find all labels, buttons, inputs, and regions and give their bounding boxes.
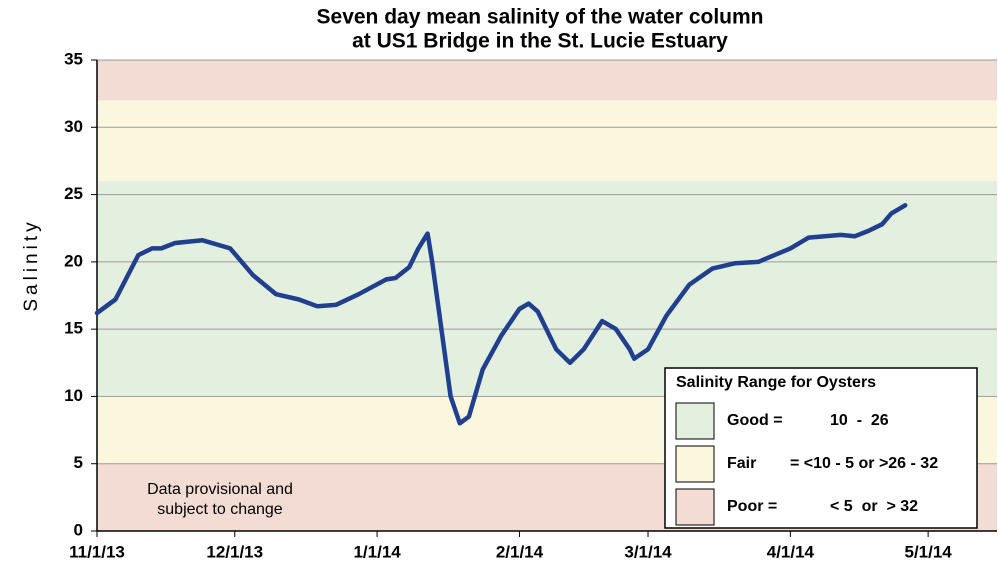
legend-box	[664, 367, 978, 529]
legend-swatch	[675, 445, 715, 483]
x-tick-label: 11/1/13	[69, 542, 125, 561]
legend-swatch	[675, 488, 715, 526]
y-tick-label: 0	[74, 520, 83, 539]
legend-range: < 5 or > 32	[830, 498, 918, 515]
y-tick-label: 20	[64, 251, 83, 270]
y-axis-label: Salinity	[21, 218, 42, 311]
x-tick-label: 1/1/14	[353, 542, 401, 561]
x-tick-label: 2/1/14	[496, 542, 544, 561]
chart-title: at US1 Bridge in the St. Lucie Estuary	[352, 30, 728, 53]
y-tick-label: 35	[64, 49, 83, 68]
x-tick-label: 12/1/13	[206, 542, 263, 561]
legend-label: Fair	[727, 455, 756, 472]
x-tick-label: 3/1/14	[624, 542, 672, 561]
range-band	[97, 181, 997, 397]
legend-label: Poor =	[727, 498, 777, 515]
x-tick-label: 5/1/14	[904, 542, 952, 561]
legend-range: 10 - 26	[830, 412, 889, 429]
range-band	[97, 60, 997, 101]
legend: Salinity Range for Oysters Good = 10 - 26 F…	[664, 367, 978, 529]
x-tick-label: 4/1/14	[767, 542, 815, 561]
range-band	[97, 100, 997, 182]
y-tick-label: 25	[64, 184, 83, 203]
legend-label: Good =	[727, 412, 783, 429]
legend-swatch	[675, 402, 715, 440]
y-tick-label: 15	[64, 319, 83, 338]
annotation: Data provisional and	[147, 481, 293, 498]
legend-title: Salinity Range for Oysters	[676, 374, 876, 391]
y-tick-label: 10	[64, 386, 83, 405]
legend-range: = <10 - 5 or >26 - 32	[790, 455, 938, 472]
y-tick-label: 30	[64, 117, 83, 136]
data-line	[94, 203, 908, 426]
chart-title: Seven day mean salinity of the water col…	[317, 6, 764, 29]
y-tick-label: 5	[74, 453, 83, 472]
annotation: subject to change	[157, 501, 283, 518]
